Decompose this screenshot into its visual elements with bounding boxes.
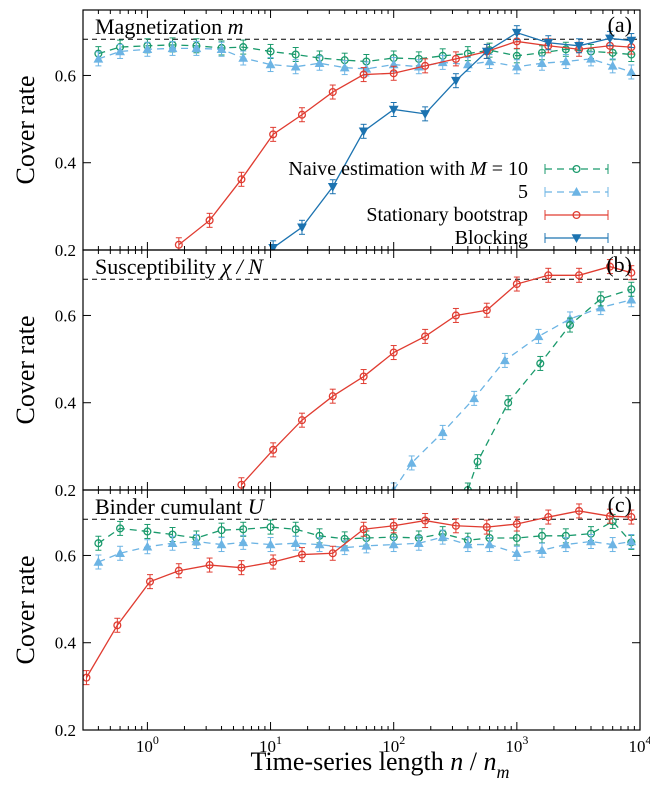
series-bootstrap [83, 504, 635, 685]
panel-title: Magnetization m [95, 14, 243, 39]
series-line-naive5 [394, 300, 632, 490]
series-naive10 [95, 38, 635, 69]
legend-label-bootstrap: Stationary bootstrap [366, 204, 528, 226]
y-axis-label: Cover rate [11, 75, 40, 184]
data-point [439, 428, 447, 436]
data-point [501, 356, 509, 364]
legend-label-naive10: Naive estimation with M = 10 [288, 158, 528, 180]
panel-title: Susceptibility χ / N [95, 254, 264, 279]
data-point [485, 540, 493, 548]
data-point [94, 558, 102, 566]
data-point [538, 546, 546, 554]
data-point [239, 54, 247, 62]
y-tick-label: 0.6 [55, 66, 76, 85]
panel-tag: (a) [608, 12, 632, 37]
series-line-bootstrap [241, 267, 631, 485]
series-line-naive10 [468, 289, 631, 490]
series-naive5 [389, 293, 635, 497]
x-axis-label: Time-series length n / nm [250, 747, 509, 782]
legend: Naive estimation with M = 105Stationary … [288, 158, 608, 249]
panel-title: Binder cumulant U [95, 494, 266, 519]
y-tick-label: 0.6 [55, 306, 76, 325]
data-point [534, 332, 542, 340]
data-point [627, 37, 635, 45]
legend-label-naive5: 5 [518, 181, 528, 203]
panel-c: 0.2 0.4 0.6 Cover rate Binder cumulant U (c) [11, 490, 640, 740]
x-tick-label: 100 [136, 733, 159, 756]
series-naive10 [464, 282, 634, 497]
y-tick-label: 0.4 [55, 634, 77, 653]
y-tick-label: 0.2 [55, 721, 76, 740]
y-axis-label: Cover rate [11, 555, 40, 664]
y-axis-label: Cover rate [11, 315, 40, 424]
data-point [421, 110, 429, 118]
series-bootstrap [238, 260, 635, 492]
x-tick-label: 103 [505, 733, 528, 756]
y-tick-label: 0.4 [55, 154, 77, 173]
panel-b: 0.2 0.4 0.6 Cover rate Susceptibility χ / N (… [11, 250, 640, 500]
x-tick-label: 104 [629, 733, 650, 756]
y-tick-label: 0.6 [55, 546, 76, 565]
legend-label-blocking: Blocking [455, 227, 528, 249]
y-tick-label: 0.2 [55, 481, 76, 500]
data-point [298, 224, 306, 232]
data-point [562, 540, 570, 548]
panel-a: 0.2 0.4 0.6 Cover rate Magnetization m (a) Nai… [11, 10, 640, 260]
data-point [359, 128, 367, 136]
y-tick-label: 0.2 [55, 241, 76, 260]
data-point [168, 539, 176, 547]
panel-tag: (b) [606, 252, 632, 277]
data-point [239, 538, 247, 546]
panel-tag: (c) [608, 492, 632, 517]
y-tick-label: 0.4 [55, 394, 77, 413]
data-point [627, 68, 635, 76]
